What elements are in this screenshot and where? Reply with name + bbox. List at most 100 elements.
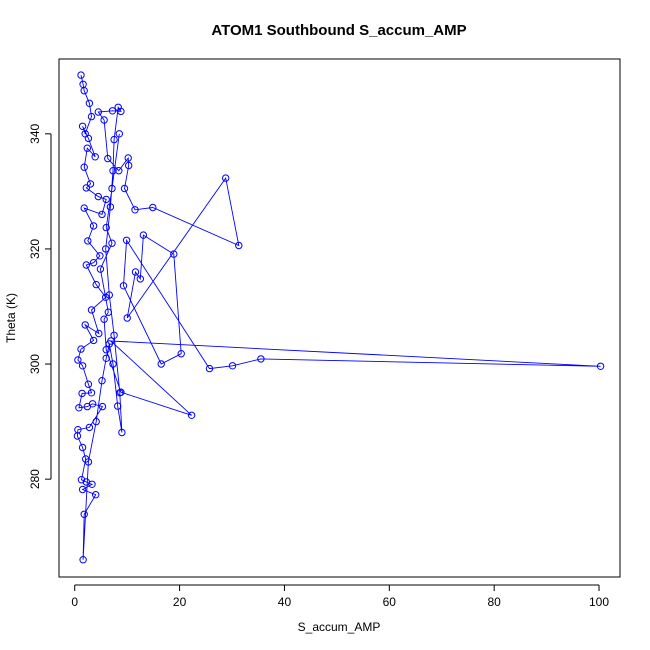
data-point bbox=[115, 130, 124, 138]
data-point bbox=[105, 291, 114, 299]
data-point bbox=[120, 184, 129, 193]
data-point bbox=[102, 195, 110, 204]
data-point bbox=[77, 71, 85, 79]
data-point bbox=[107, 337, 115, 345]
data-point bbox=[108, 239, 116, 247]
data-point bbox=[109, 360, 117, 368]
data-point bbox=[205, 364, 214, 373]
data-point bbox=[114, 402, 122, 410]
data-point bbox=[78, 485, 87, 494]
data-point bbox=[139, 231, 148, 239]
data-point bbox=[89, 336, 98, 345]
data-point bbox=[77, 476, 86, 484]
data-point bbox=[94, 108, 103, 116]
data-point bbox=[125, 161, 133, 170]
data-point bbox=[235, 241, 243, 250]
data-point bbox=[123, 314, 131, 322]
data-point bbox=[86, 180, 95, 188]
data-point bbox=[149, 203, 157, 212]
data-point bbox=[87, 389, 96, 397]
data-point bbox=[78, 362, 87, 370]
data-point bbox=[84, 458, 93, 466]
x-tick-label: 40 bbox=[278, 595, 292, 609]
data-point bbox=[119, 282, 128, 290]
y-tick-label: 300 bbox=[28, 354, 42, 374]
data-point bbox=[74, 356, 82, 364]
x-tick-label: 0 bbox=[71, 595, 78, 609]
data-point bbox=[73, 432, 82, 440]
data-point bbox=[75, 404, 83, 412]
chart-title: ATOM1 Southbound S_accum_AMP bbox=[211, 22, 466, 39]
data-point bbox=[80, 204, 88, 212]
series-layer bbox=[73, 71, 605, 564]
data-point bbox=[87, 306, 96, 314]
data-point bbox=[98, 210, 106, 219]
data-point bbox=[102, 293, 110, 301]
data-point bbox=[136, 275, 145, 283]
data-point bbox=[82, 261, 91, 269]
data-point bbox=[92, 491, 100, 499]
data-point bbox=[77, 345, 85, 353]
y-axis: 280 300 320 340 bbox=[28, 123, 52, 489]
data-point bbox=[89, 259, 98, 267]
plot-frame bbox=[58, 58, 621, 578]
data-point bbox=[102, 223, 110, 232]
data-point bbox=[78, 389, 86, 398]
data-point bbox=[80, 510, 88, 518]
data-point bbox=[88, 480, 96, 488]
data-point bbox=[157, 360, 165, 368]
data-point bbox=[96, 252, 104, 260]
data-point bbox=[109, 167, 117, 175]
data-point bbox=[85, 99, 94, 108]
data-point bbox=[87, 112, 96, 121]
data-point bbox=[187, 411, 196, 419]
data-point bbox=[257, 355, 265, 363]
data-point bbox=[95, 329, 103, 338]
data-point bbox=[110, 135, 118, 144]
data-point bbox=[98, 402, 107, 411]
y-tick-label: 280 bbox=[28, 469, 42, 489]
y-tick-label: 340 bbox=[28, 123, 42, 143]
data-point bbox=[80, 87, 88, 95]
data-point bbox=[94, 192, 103, 201]
data-point bbox=[131, 268, 140, 276]
data-point bbox=[118, 428, 126, 437]
data-point bbox=[117, 388, 125, 396]
y-tick-label: 320 bbox=[28, 239, 42, 259]
data-point bbox=[110, 331, 118, 339]
data-point bbox=[222, 174, 230, 182]
data-point bbox=[117, 107, 125, 116]
data-point bbox=[228, 362, 237, 370]
data-point bbox=[78, 122, 87, 131]
data-point bbox=[102, 346, 110, 354]
data-point bbox=[115, 167, 123, 175]
x-tick-label: 20 bbox=[173, 595, 187, 609]
data-point bbox=[177, 350, 185, 358]
data-point bbox=[85, 423, 94, 432]
data-point bbox=[170, 250, 178, 258]
data-point bbox=[84, 134, 93, 143]
data-point bbox=[79, 556, 87, 564]
data-point bbox=[100, 315, 108, 323]
data-point bbox=[91, 153, 99, 161]
y-axis-label: Theta (K) bbox=[4, 293, 18, 343]
data-point bbox=[98, 377, 106, 385]
x-tick-label: 80 bbox=[487, 595, 501, 609]
data-point bbox=[131, 206, 139, 214]
data-point bbox=[108, 107, 117, 115]
data-point bbox=[106, 203, 115, 211]
data-point bbox=[596, 362, 605, 370]
data-point bbox=[84, 380, 93, 388]
data-point bbox=[124, 154, 132, 162]
data-point bbox=[88, 400, 97, 408]
data-point bbox=[104, 154, 112, 163]
data-point bbox=[92, 280, 100, 289]
data-point bbox=[78, 443, 87, 452]
data-point bbox=[102, 354, 110, 362]
data-point bbox=[92, 417, 100, 426]
data-point bbox=[104, 308, 113, 316]
data-point bbox=[122, 236, 131, 245]
data-point bbox=[89, 222, 98, 230]
x-axis-label: S_accum_AMP bbox=[298, 620, 381, 634]
